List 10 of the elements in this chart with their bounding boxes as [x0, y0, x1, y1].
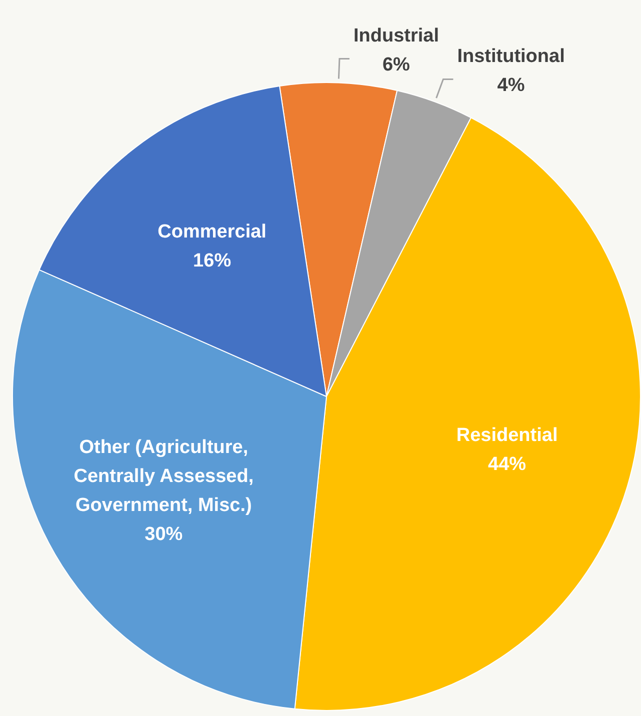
data-label: 4% [497, 75, 525, 96]
slice-label: Industrial [353, 25, 439, 46]
slice-label: Commercial [158, 222, 266, 243]
slice-label: Other (Agriculture, Centrally Assessed, Government, Misc.) [74, 437, 254, 516]
data-label: 6% [382, 54, 410, 76]
data-label: 30% [144, 524, 183, 546]
slice-label: Residential [456, 425, 558, 446]
data-label: 16% [193, 250, 232, 272]
slice-label: Institutional [457, 46, 565, 68]
data-label: 44% [488, 454, 526, 476]
